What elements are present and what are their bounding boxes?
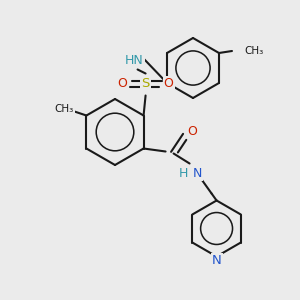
- Text: N: N: [212, 254, 221, 267]
- Text: N: N: [193, 167, 202, 180]
- Text: HN: HN: [125, 54, 144, 67]
- Text: H: H: [179, 167, 188, 180]
- Text: S: S: [141, 77, 150, 90]
- Text: CH₃: CH₃: [244, 46, 263, 56]
- Text: CH₃: CH₃: [55, 104, 74, 115]
- Text: O: O: [118, 77, 128, 90]
- Text: O: O: [164, 77, 173, 90]
- Text: O: O: [188, 125, 197, 138]
